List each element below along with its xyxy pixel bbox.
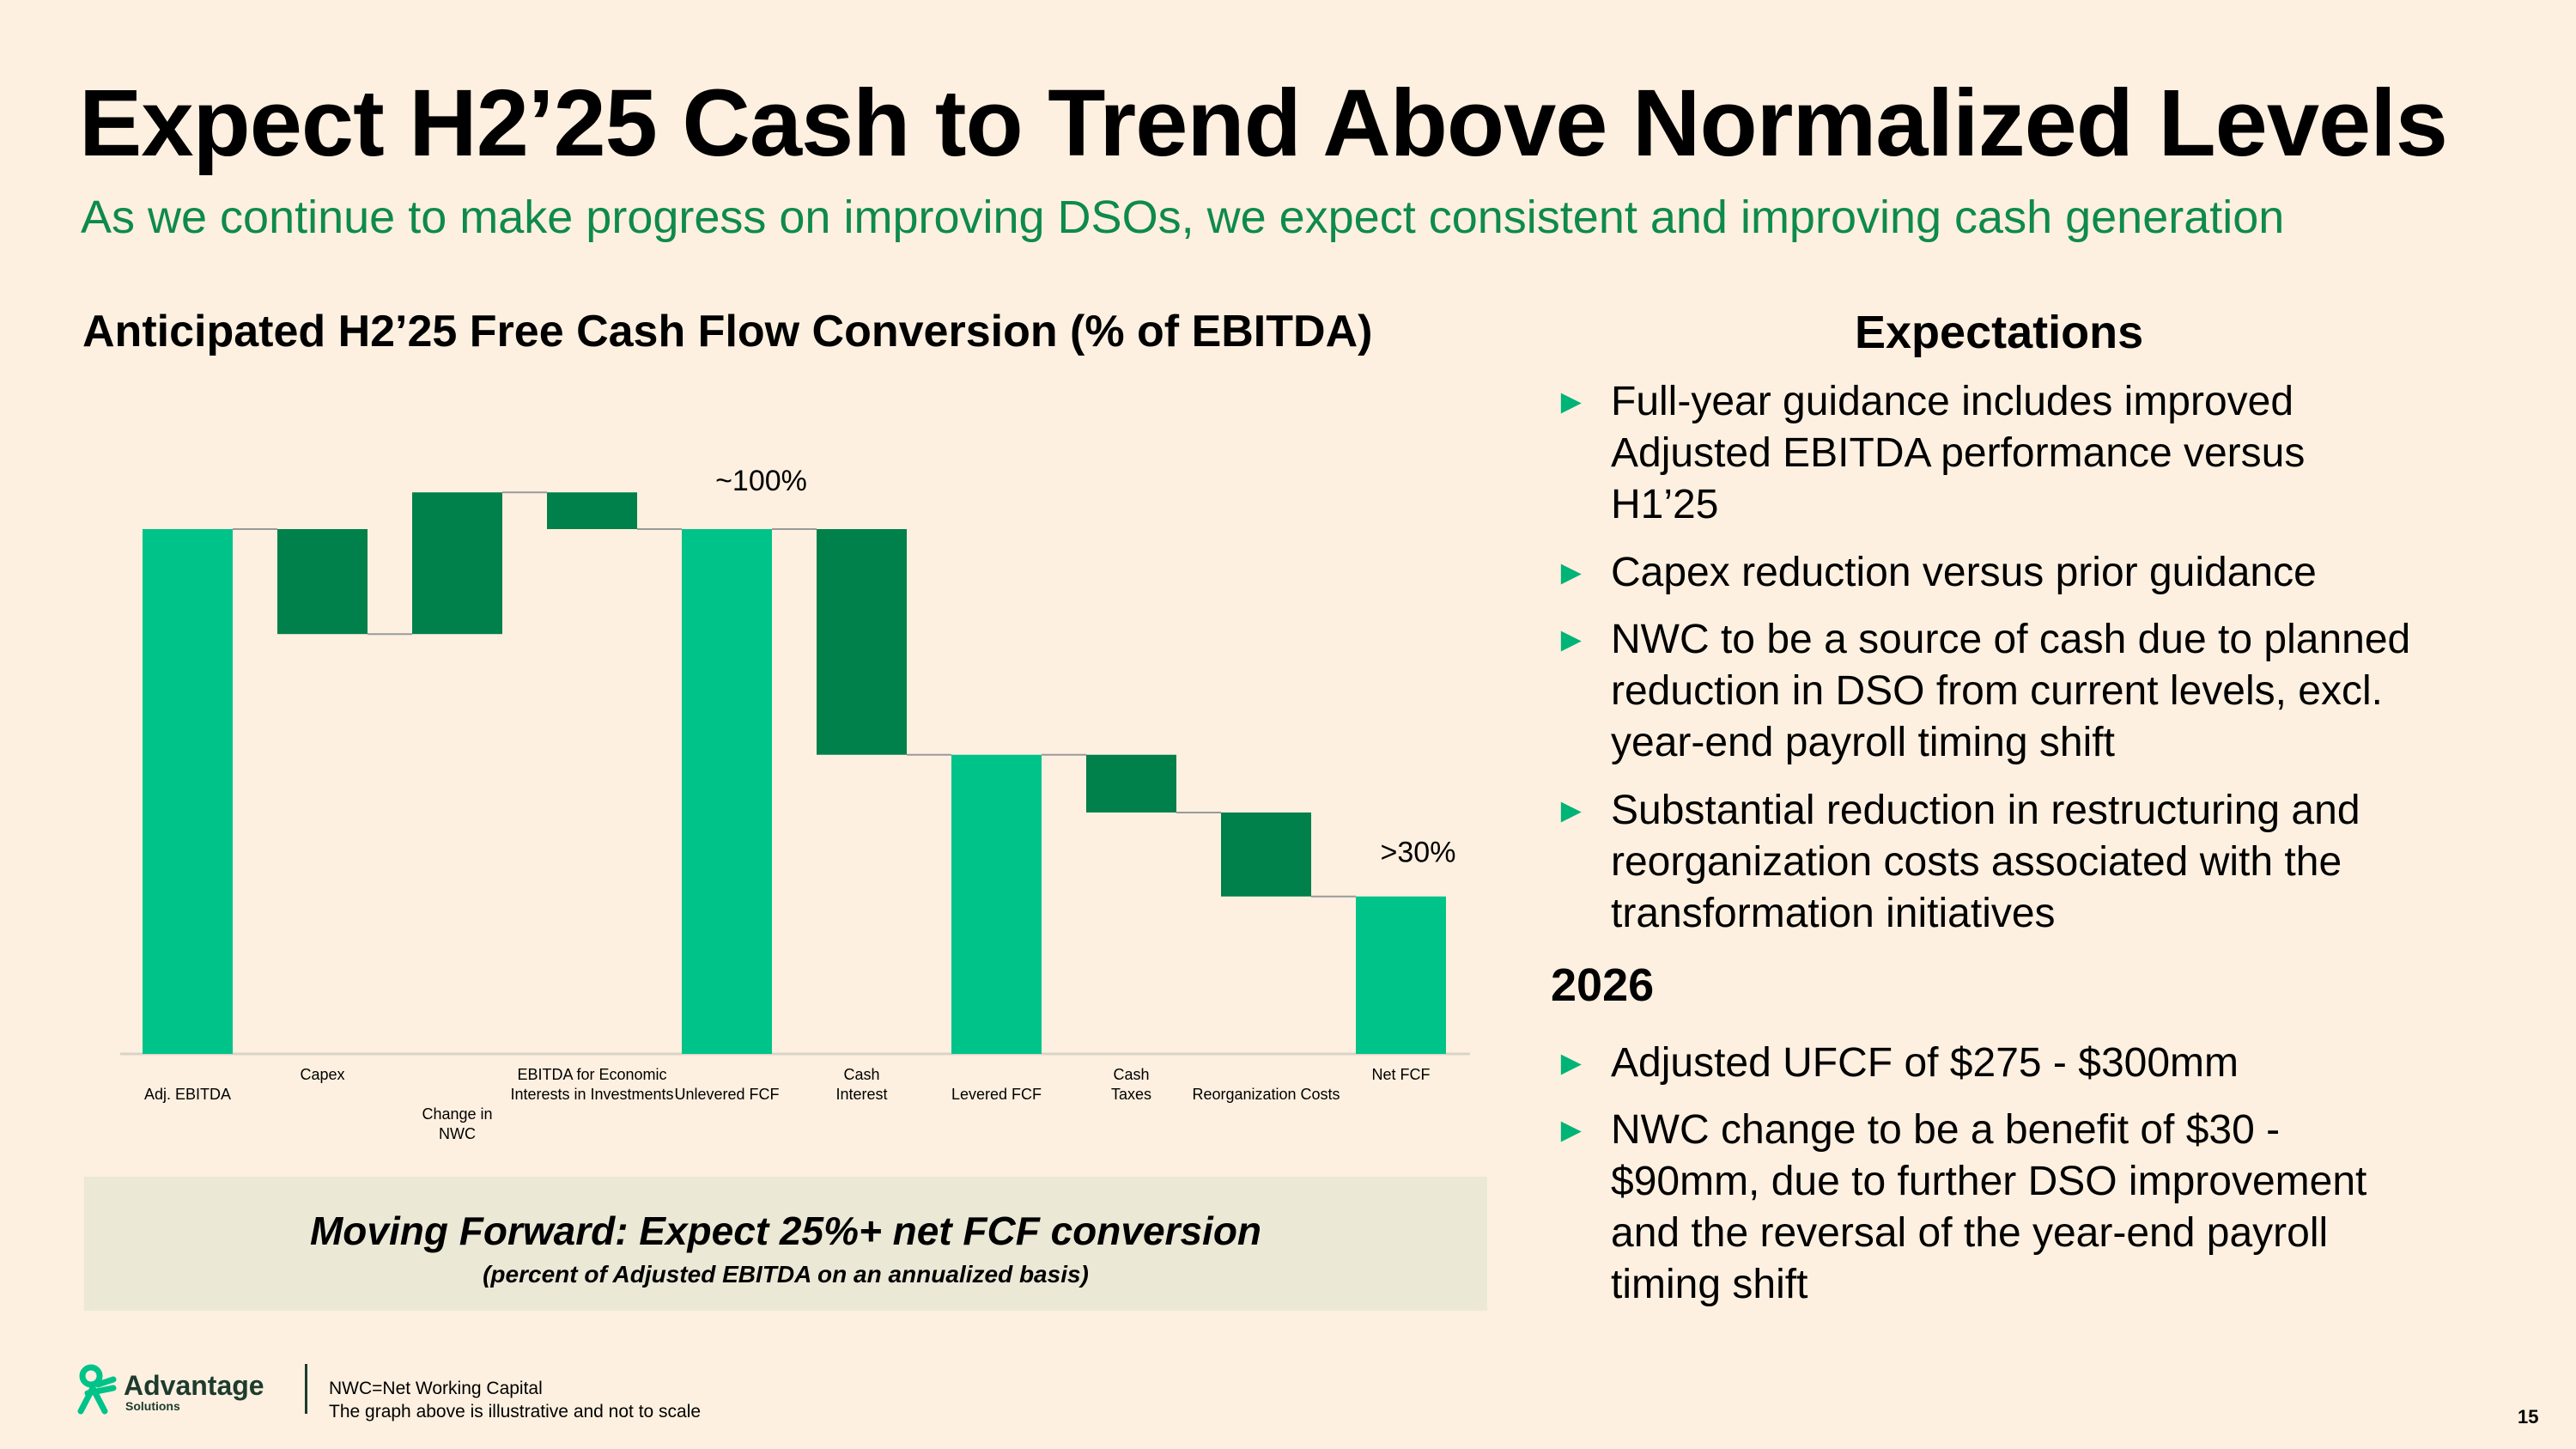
bar-7 <box>1086 754 1176 813</box>
bar-8 <box>1221 812 1311 897</box>
bullet-item: ► NWC to be a source of cash due to plann… <box>1554 614 2413 769</box>
bar-0 <box>143 529 233 1054</box>
x-tick-label: Cash Interest <box>835 1066 887 1103</box>
year-2026-heading: 2026 <box>1551 959 1655 1011</box>
x-tick-label: Change in NWC <box>422 1105 492 1142</box>
callout-box: Moving Forward: Expect 25%+ net FCF conv… <box>84 1177 1487 1311</box>
triangle-bullet-icon: ► <box>1554 383 1589 421</box>
x-tick-label: Capex <box>300 1066 344 1083</box>
bar-4 <box>682 529 772 1054</box>
triangle-bullet-icon: ► <box>1554 1044 1589 1082</box>
triangle-bullet-icon: ► <box>1554 1111 1589 1149</box>
bullet-item: ► Adjusted UFCF of $275 - $300mm <box>1554 1038 2413 1089</box>
bullet-item: ► NWC change to be a benefit of $30 - $90… <box>1554 1105 2413 1311</box>
advantage-solutions-logo: Advantage Solutions <box>77 1364 264 1415</box>
expectations-heading: Expectations <box>1855 307 2144 358</box>
page-title: Expect H2’25 Cash to Trend Above Normali… <box>79 70 2448 176</box>
bullet-item: ► Capex reduction versus prior guidance <box>1554 547 2413 599</box>
x-tick-label: Reorganization Costs <box>1192 1086 1340 1103</box>
footnote: The graph above is illustrative and not … <box>329 1402 702 1422</box>
bar-5 <box>817 529 907 755</box>
callout-subtext: (percent of Adjusted EBITDA on an annual… <box>483 1261 1089 1288</box>
x-tick-label: EBITDA for Economic Interests in Investme… <box>510 1066 673 1103</box>
data-label: >30% <box>1381 837 1456 869</box>
footnote: NWC=Net Working Capital <box>329 1379 543 1398</box>
bar-2 <box>412 492 502 635</box>
svg-text:Solutions: Solutions <box>125 1399 180 1413</box>
data-label: ~100% <box>715 465 807 497</box>
bullet-item: ► Substantial reduction in restructuring … <box>1554 785 2413 940</box>
page-number: 15 <box>2518 1406 2539 1428</box>
bar-3 <box>547 492 637 529</box>
chart-title: Anticipated H2’25 Free Cash Flow Convers… <box>82 307 1373 356</box>
callout-headline: Moving Forward: Expect 25%+ net FCF conv… <box>309 1209 1262 1253</box>
bar-6 <box>951 754 1042 1054</box>
x-tick-label: Adj. EBITDA <box>144 1086 231 1103</box>
bullet-item: ► Full-year guidance includes improved Ad… <box>1554 376 2413 531</box>
footer-divider <box>305 1364 307 1414</box>
svg-text:Advantage: Advantage <box>124 1370 264 1401</box>
bar-1 <box>277 529 368 635</box>
x-tick-label: Unlevered FCF <box>674 1086 779 1103</box>
triangle-bullet-icon: ► <box>1554 792 1589 830</box>
x-tick-label: Net FCF <box>1371 1066 1430 1083</box>
bar-9 <box>1356 896 1446 1054</box>
page-subtitle: As we continue to make progress on impro… <box>81 192 2285 243</box>
triangle-bullet-icon: ► <box>1554 621 1589 659</box>
x-tick-label: Cash Taxes <box>1111 1066 1151 1103</box>
triangle-bullet-icon: ► <box>1554 554 1589 592</box>
x-tick-label: Levered FCF <box>951 1086 1042 1103</box>
